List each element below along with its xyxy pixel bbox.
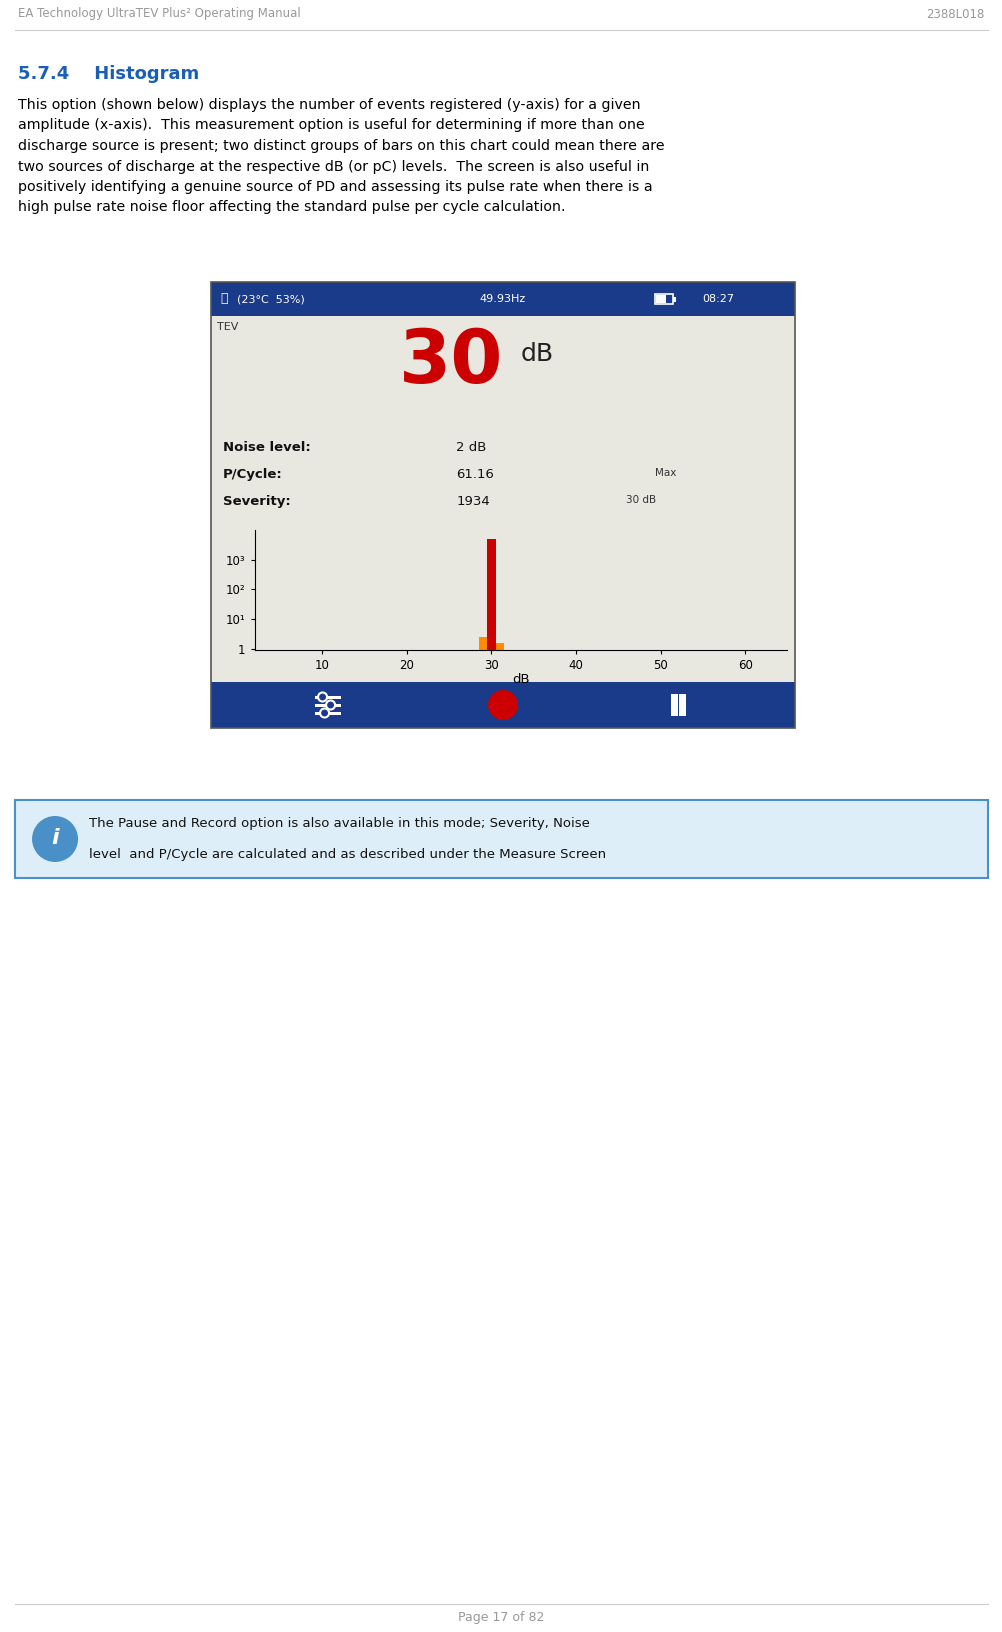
Text: (23°C  53%): (23°C 53%) xyxy=(236,294,304,304)
Circle shape xyxy=(32,816,78,862)
Text: Severity:: Severity: xyxy=(222,494,291,508)
Text: 30: 30 xyxy=(398,326,502,398)
Text: positively identifying a genuine source of PD and assessing its pulse rate when : positively identifying a genuine source … xyxy=(18,180,652,194)
Bar xyxy=(655,295,665,304)
Text: 61.16: 61.16 xyxy=(456,468,494,481)
Bar xyxy=(495,643,504,1632)
Text: 2388L018: 2388L018 xyxy=(926,8,984,21)
Text: amplitude (x-axis).  This measurement option is useful for determining if more t: amplitude (x-axis). This measurement opt… xyxy=(18,119,644,132)
Bar xyxy=(672,297,675,302)
Text: ⌖: ⌖ xyxy=(220,292,227,305)
Bar xyxy=(315,695,341,698)
Bar xyxy=(478,636,487,1632)
Text: discharge source is present; two distinct groups of bars on this chart could mea: discharge source is present; two distinc… xyxy=(18,139,664,153)
Circle shape xyxy=(318,692,327,702)
Bar xyxy=(210,682,795,728)
Bar xyxy=(487,539,495,1632)
Bar xyxy=(670,694,677,716)
Text: TEV: TEV xyxy=(216,322,237,331)
Circle shape xyxy=(320,708,329,718)
Bar xyxy=(210,282,795,317)
Text: This option (shown below) displays the number of events registered (y-axis) for : This option (shown below) displays the n… xyxy=(18,98,640,113)
Circle shape xyxy=(326,700,335,710)
Text: two sources of discharge at the respective dB (or pC) levels.  The screen is als: two sources of discharge at the respecti… xyxy=(18,160,648,173)
Text: 2 dB: 2 dB xyxy=(456,441,486,454)
Text: P/Cycle:: P/Cycle: xyxy=(222,468,283,481)
Text: 49.93Hz: 49.93Hz xyxy=(479,294,526,304)
Text: i: i xyxy=(51,827,59,849)
Bar xyxy=(654,294,672,304)
Bar xyxy=(315,712,341,715)
Text: 5.7.4    Histogram: 5.7.4 Histogram xyxy=(18,65,199,83)
Bar xyxy=(315,703,341,707)
Bar xyxy=(15,800,987,878)
Text: high pulse rate noise floor affecting the standard pulse per cycle calculation.: high pulse rate noise floor affecting th… xyxy=(18,201,565,214)
Bar xyxy=(487,640,495,1632)
Text: 1934: 1934 xyxy=(456,494,490,508)
Bar xyxy=(210,282,795,728)
X-axis label: dB: dB xyxy=(512,674,529,687)
Text: Noise level:: Noise level: xyxy=(222,441,310,454)
Text: level  and P/Cycle are calculated and as described under the Measure Screen: level and P/Cycle are calculated and as … xyxy=(89,849,605,862)
Bar xyxy=(678,694,685,716)
Text: The Pause and Record option is also available in this mode; Severity, Noise: The Pause and Record option is also avai… xyxy=(89,818,589,831)
Text: 30 dB: 30 dB xyxy=(625,494,655,504)
Text: dB: dB xyxy=(520,343,553,366)
Text: Max: Max xyxy=(654,468,675,478)
Circle shape xyxy=(488,690,517,720)
Text: EA Technology UltraTEV Plus² Operating Manual: EA Technology UltraTEV Plus² Operating M… xyxy=(18,8,301,21)
Text: Page 17 of 82: Page 17 of 82 xyxy=(458,1611,544,1624)
Bar xyxy=(210,317,795,682)
Text: 08:27: 08:27 xyxy=(701,294,733,304)
